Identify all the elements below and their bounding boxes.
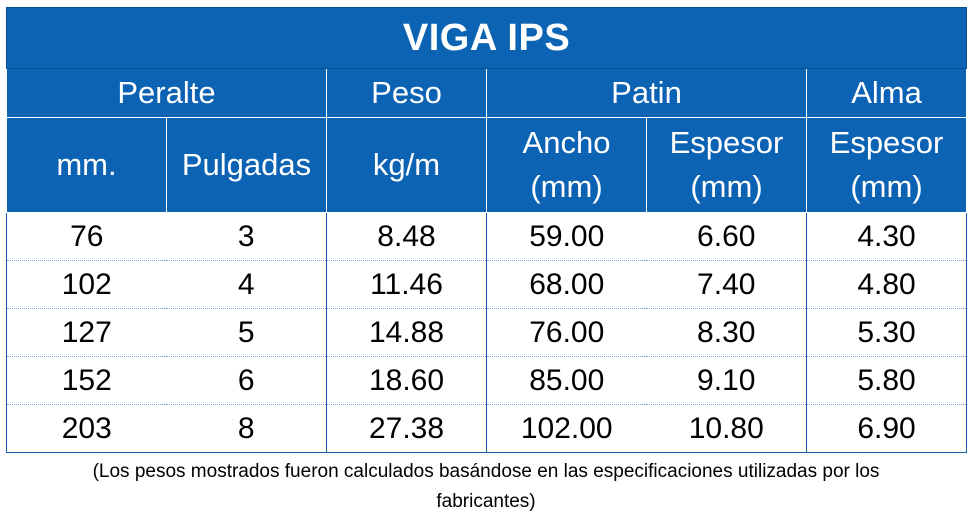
cell-patin-ancho: 68.00 — [486, 260, 647, 309]
header-peralte: Peralte — [6, 68, 327, 118]
header-ancho-label: Ancho — [522, 125, 611, 160]
header-kgm: kg/m — [326, 117, 487, 213]
cell-peralte-pulgadas: 6 — [166, 356, 327, 405]
cell-alma-espesor: 5.80 — [805, 356, 968, 405]
cell-patin-espesor: 7.40 — [646, 260, 807, 309]
header-espesor-alma-unit: (mm) — [850, 169, 923, 204]
cell-peralte-mm: 102 — [6, 260, 167, 309]
header-espesor-alma-label: Espesor — [829, 125, 944, 160]
header-espesor-alma: Espesor (mm) — [805, 117, 968, 213]
header-patin: Patin — [486, 68, 807, 118]
cell-patin-ancho: 59.00 — [486, 212, 647, 261]
cell-peso-kgm: 27.38 — [326, 404, 487, 453]
cell-peralte-pulgadas: 8 — [166, 404, 327, 453]
title-row: VIGA IPS — [5, 7, 968, 69]
cell-peralte-mm: 203 — [6, 404, 167, 453]
header-espesor-patin-label: Espesor — [669, 125, 784, 160]
table-row: 127 5 14.88 76.00 8.30 5.30 — [6, 308, 968, 357]
viga-ips-spec-sheet: VIGA IPS Peralte Peso Patin Alma mm. Pul… — [5, 7, 968, 517]
cell-peralte-pulgadas: 4 — [166, 260, 327, 309]
cell-peso-kgm: 8.48 — [326, 212, 487, 261]
group-header-row: Peralte Peso Patin Alma — [6, 68, 968, 118]
cell-alma-espesor: 4.30 — [805, 212, 968, 261]
cell-patin-espesor: 9.10 — [646, 356, 807, 405]
cell-peralte-pulgadas: 3 — [166, 212, 327, 261]
cell-patin-ancho: 85.00 — [486, 356, 647, 405]
cell-peralte-mm: 76 — [6, 212, 167, 261]
table-row: 203 8 27.38 102.00 10.80 6.90 — [6, 404, 968, 453]
header-ancho: Ancho (mm) — [486, 117, 647, 213]
table-row: 152 6 18.60 85.00 9.10 5.80 — [6, 356, 968, 405]
table-row: 102 4 11.46 68.00 7.40 4.80 — [6, 260, 968, 309]
header-alma: Alma — [805, 68, 968, 118]
cell-peralte-mm: 127 — [6, 308, 167, 357]
header-ancho-unit: (mm) — [530, 169, 603, 204]
cell-alma-espesor: 4.80 — [805, 260, 968, 309]
cell-peso-kgm: 14.88 — [326, 308, 487, 357]
footnote-line-1: (Los pesos mostrados fueron calculados b… — [92, 461, 880, 482]
sub-header-row: mm. Pulgadas kg/m Ancho (mm) Espesor (mm… — [6, 117, 968, 213]
cell-patin-espesor: 6.60 — [646, 212, 807, 261]
cell-peso-kgm: 11.46 — [326, 260, 487, 309]
cell-alma-espesor: 5.30 — [805, 308, 968, 357]
header-pulgadas: Pulgadas — [166, 117, 327, 213]
cell-peso-kgm: 18.60 — [326, 356, 487, 405]
cell-patin-ancho: 102.00 — [486, 404, 647, 453]
cell-peralte-mm: 152 — [6, 356, 167, 405]
table-row: 76 3 8.48 59.00 6.60 4.30 — [6, 212, 968, 261]
table-body: 76 3 8.48 59.00 6.60 4.30 102 4 11.46 68.00 7.40 4.… — [6, 212, 968, 453]
header-espesor-patin: Espesor (mm) — [646, 117, 807, 213]
cell-patin-espesor: 8.30 — [646, 308, 807, 357]
header-peso: Peso — [326, 68, 487, 118]
cell-patin-espesor: 10.80 — [646, 404, 807, 453]
cell-alma-espesor: 6.90 — [805, 404, 968, 453]
cell-peralte-pulgadas: 5 — [166, 308, 327, 357]
footnote-line-2: fabricantes) — [436, 491, 536, 512]
table-title: VIGA IPS — [5, 7, 968, 69]
footnote: (Los pesos mostrados fueron calculados b… — [6, 457, 966, 517]
header-mm: mm. — [6, 117, 167, 213]
viga-ips-table: VIGA IPS Peralte Peso Patin Alma mm. Pul… — [5, 7, 968, 453]
cell-patin-ancho: 76.00 — [486, 308, 647, 357]
header-espesor-patin-unit: (mm) — [690, 169, 763, 204]
